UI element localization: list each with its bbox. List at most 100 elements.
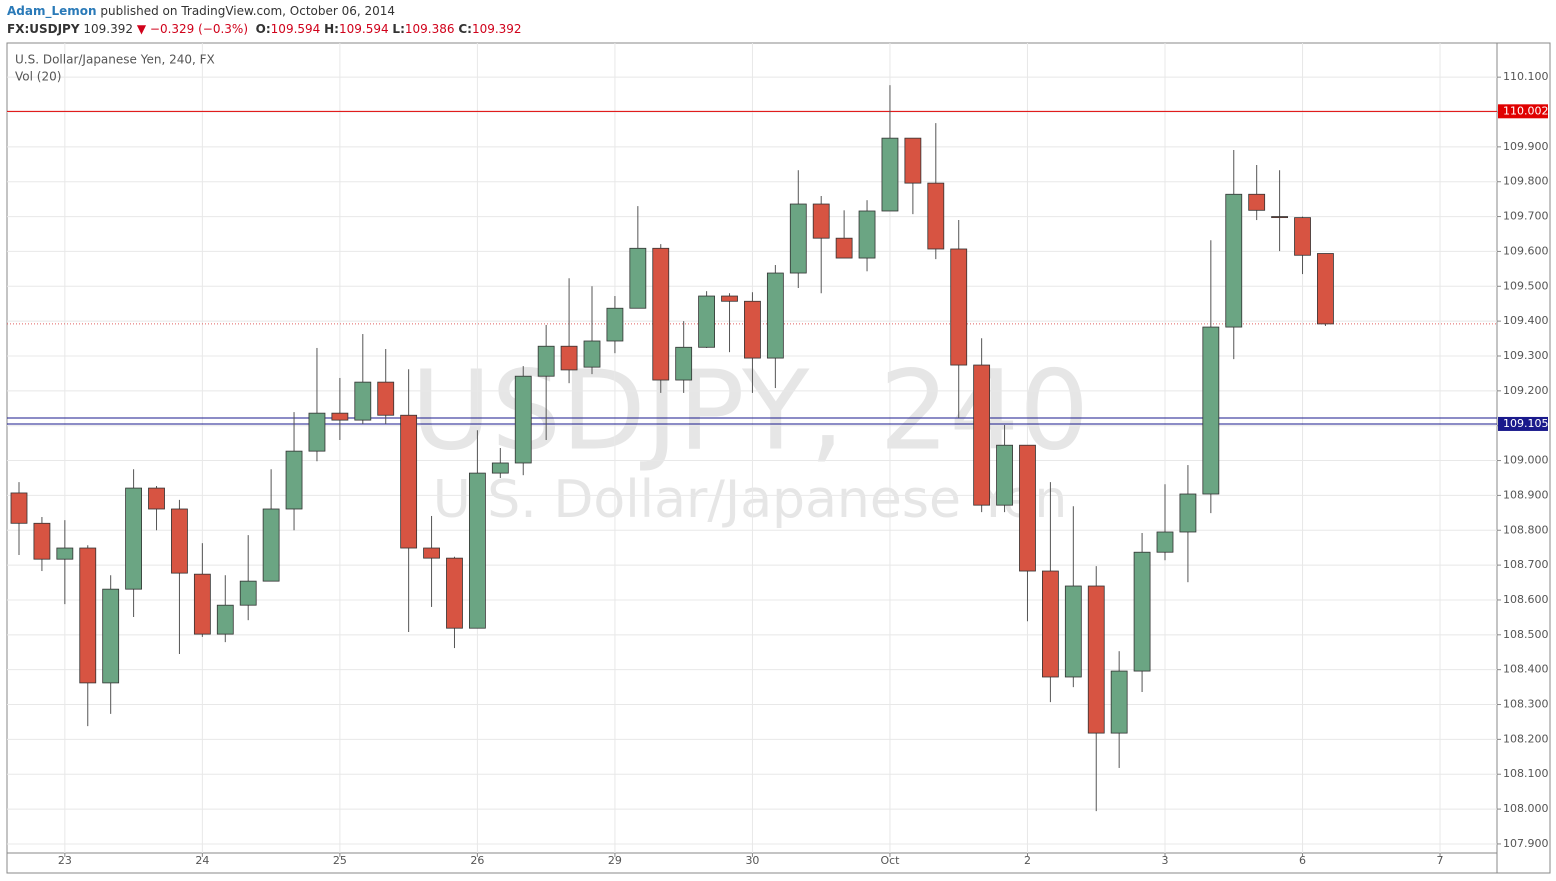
x-tick-label: 7 bbox=[1437, 854, 1444, 867]
candle-body bbox=[1317, 253, 1334, 325]
x-tick-label: 25 bbox=[333, 854, 347, 867]
candle-body bbox=[652, 247, 670, 381]
candle-body bbox=[721, 295, 738, 302]
candle-body bbox=[766, 272, 784, 359]
y-tick-label: 108.900 bbox=[1503, 488, 1549, 501]
price-label-box bbox=[1498, 104, 1548, 119]
candle-body bbox=[102, 588, 120, 684]
h: 109.594 bbox=[338, 22, 389, 36]
candle-body bbox=[514, 375, 532, 464]
x-tick-label: 23 bbox=[58, 854, 72, 867]
x-tick-label: 2 bbox=[1024, 854, 1031, 867]
candle-body bbox=[629, 247, 647, 309]
last: 109.392 bbox=[83, 22, 133, 36]
y-tick-label: 108.000 bbox=[1503, 802, 1549, 815]
x-tick-label: 30 bbox=[745, 854, 759, 867]
candle-body bbox=[744, 300, 761, 359]
candle-body bbox=[881, 137, 899, 212]
change: −0.329 (−0.3%) bbox=[149, 22, 249, 36]
candle-body bbox=[56, 547, 74, 560]
c: 109.392 bbox=[471, 22, 522, 36]
candle-body bbox=[331, 412, 349, 421]
y-tick-label: 109.300 bbox=[1503, 349, 1549, 362]
candle-body bbox=[423, 547, 440, 559]
o: 109.594 bbox=[270, 22, 321, 36]
y-tick-label: 108.500 bbox=[1503, 628, 1549, 641]
watermark: U.S. Dollar/Japanese Yen bbox=[433, 470, 1068, 530]
chart-title: U.S. Dollar/Japanese Yen, 240, FX bbox=[15, 53, 215, 67]
y-tick-label: 109.400 bbox=[1503, 314, 1549, 327]
y-tick-label: 108.300 bbox=[1503, 698, 1549, 711]
candle-body bbox=[1133, 551, 1151, 672]
y-tick-label: 108.100 bbox=[1503, 767, 1549, 780]
published: published on TradingView.com, October 06… bbox=[96, 4, 396, 18]
candle-body bbox=[1156, 531, 1174, 553]
candle-body bbox=[33, 522, 51, 560]
candle-body bbox=[400, 414, 418, 549]
quote: FX:USDJPY 109.392 ▼ −0.329 (−0.3%) O:109… bbox=[7, 22, 522, 36]
y-tick-label: 109.200 bbox=[1503, 384, 1549, 397]
c-label: C: bbox=[458, 22, 472, 36]
l-label: L: bbox=[392, 22, 405, 36]
candle-body bbox=[1019, 444, 1036, 572]
candle-body bbox=[446, 557, 463, 629]
chart-subtitle: Vol (20) bbox=[15, 70, 61, 84]
x-tick-label: 24 bbox=[195, 854, 209, 867]
candle-body bbox=[193, 573, 211, 635]
y-tick-label: 108.400 bbox=[1503, 663, 1549, 676]
price-label: 110.002 bbox=[1503, 104, 1549, 117]
author[interactable]: Adam_Lemon bbox=[7, 4, 97, 18]
candle-body bbox=[1248, 193, 1266, 211]
price-label-box bbox=[1498, 416, 1548, 431]
candle-body bbox=[835, 237, 853, 259]
y-tick-label: 109.500 bbox=[1503, 279, 1549, 292]
candle-body bbox=[1271, 216, 1288, 219]
o-label: O: bbox=[255, 22, 271, 36]
candle-body bbox=[239, 580, 257, 606]
x-tick-label: 29 bbox=[608, 854, 622, 867]
candle-body bbox=[262, 508, 280, 582]
x-tick-label: 6 bbox=[1299, 854, 1306, 867]
candle-body bbox=[858, 210, 876, 259]
y-tick-label: 109.700 bbox=[1503, 210, 1549, 223]
candle-body bbox=[1110, 670, 1128, 734]
candle-body bbox=[904, 137, 922, 184]
candle-body bbox=[927, 182, 945, 250]
y-tick-label: 109.000 bbox=[1503, 454, 1549, 467]
price-label: 109.105 bbox=[1503, 417, 1549, 430]
candle-body bbox=[812, 203, 830, 239]
candle-body bbox=[148, 487, 165, 510]
candle-body bbox=[79, 547, 97, 684]
x-tick-label: 26 bbox=[470, 854, 484, 867]
candle-body bbox=[354, 381, 372, 421]
candle-body bbox=[698, 295, 715, 348]
candle-body bbox=[1225, 193, 1243, 328]
candle-body bbox=[285, 450, 303, 510]
candle-body bbox=[491, 462, 509, 474]
candle-body bbox=[1202, 326, 1220, 495]
y-tick-label: 107.900 bbox=[1503, 837, 1549, 850]
plot-frame bbox=[6, 42, 1551, 874]
candle-body bbox=[125, 487, 142, 590]
y-tick-label: 108.800 bbox=[1503, 523, 1549, 536]
candle-body bbox=[10, 492, 28, 524]
candle-body bbox=[1042, 570, 1059, 678]
h-label: H: bbox=[324, 22, 339, 36]
candle-body bbox=[468, 472, 486, 629]
candle-body bbox=[216, 604, 234, 635]
candle-body bbox=[606, 307, 624, 342]
x-tick-label: Oct bbox=[880, 854, 900, 867]
symbol: FX:USDJPY bbox=[7, 22, 80, 36]
candle-body bbox=[583, 340, 601, 368]
y-tick-label: 110.100 bbox=[1503, 70, 1549, 83]
candle-body bbox=[675, 346, 693, 381]
l: 109.386 bbox=[404, 22, 455, 36]
arrow: ▼ bbox=[136, 22, 147, 36]
y-tick-label: 109.800 bbox=[1503, 175, 1549, 188]
candle-body bbox=[1294, 217, 1311, 256]
y-tick-label: 109.600 bbox=[1503, 244, 1549, 257]
candle-body bbox=[377, 381, 395, 416]
candle-body bbox=[950, 248, 968, 366]
